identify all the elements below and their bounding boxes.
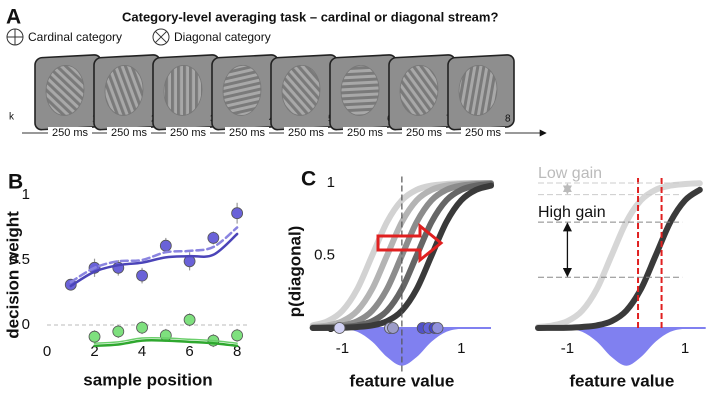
line [93,339,239,348]
duration-label: 250 ms [111,127,148,139]
chart: B 0 0.5 1 0 2 4 6 8 sample position decision weigh… [3,171,249,389]
grating [222,65,262,116]
line [69,232,239,288]
duration-label: 250 ms [229,127,266,139]
duration-label: 250 ms [406,127,443,139]
grating [104,65,144,116]
label-bg [107,127,151,139]
start-label: k [9,112,15,123]
stimulus-frame: 2 [93,54,161,131]
grating [281,65,321,116]
point [112,325,125,338]
legend-label: Diagonal category [174,30,271,44]
stimulus-frame: 6 [329,54,397,131]
x-tick-label: -1 [561,340,574,357]
x-tick-label: 0 [43,343,51,360]
point [136,321,148,334]
stimulus-frame: 4 [211,54,279,131]
stimulus-frame: 3 [152,54,220,131]
legend-icon [7,29,23,45]
label-bg [225,127,269,139]
y-tick-label: 0 [22,316,30,333]
annotation: High gain [538,204,606,221]
legend-icon [152,28,170,46]
label-bg [48,127,92,139]
shift-arrow [376,222,444,264]
stimulus-frame: 1 [34,54,102,131]
grating [163,65,203,116]
line [535,180,703,330]
grating [399,65,439,116]
grating [458,65,498,116]
annotation: Low gain [538,165,602,182]
x-axis-title: sample position [83,370,212,389]
density-area [538,327,700,366]
legend-icon [154,30,168,44]
legend-label: Cardinal category [28,30,122,44]
point [231,329,244,342]
label-bg [166,127,210,139]
panel-title: Category-level averaging task – cardinal… [122,9,498,24]
label-bg [284,127,328,139]
grating [340,65,380,116]
x-tick-label: -1 [336,340,349,357]
panel-label: A [6,6,21,29]
point [231,207,244,220]
x-tick-label: 2 [90,343,98,360]
label-bg [343,127,387,139]
frame-number: 8 [505,113,511,124]
duration-label: 250 ms [347,127,384,139]
x-axis-title: feature value [349,371,454,390]
point [207,231,220,244]
label-bg [402,127,446,139]
point [88,330,101,343]
legend: Cardinal category Diagonal category [6,28,271,46]
x-tick-label: 1 [681,340,689,357]
duration-label: 250 ms [170,127,207,139]
y-tick-label: 1 [22,186,30,203]
stimulus-sequence: 1234567 8 [34,54,515,131]
y-axis-title: p(diagonal) [285,226,304,318]
timing-labels: 250 ms 250 ms 250 ms 250 ms 250 ms 250 ms 250 … [48,127,505,139]
x-tick-label: 4 [138,343,146,360]
panel-label: C [301,168,316,191]
x-tick-label: 6 [185,343,193,360]
shift-arrow [376,222,444,264]
x-axis-title: feature value [569,371,674,390]
line [535,186,703,331]
line [93,336,238,344]
panel-label: B [8,171,23,194]
y-axis-title: decision weight [3,211,22,339]
duration-label: 250 ms [465,127,502,139]
stimulus-frame: 8 [447,54,515,131]
point [136,269,148,282]
stimulus-frame: 5 [270,54,338,131]
y-tick-label: 0.5 [9,251,30,268]
point [431,322,444,334]
x-tick-label: 8 [233,343,241,360]
stimulus-frame: 7 [388,54,456,131]
y-tick-label: 0.5 [314,246,335,263]
point [159,239,172,252]
x-tick-label: 1 [457,340,465,357]
duration-label: 250 ms [288,127,325,139]
duration-label: 250 ms [52,127,89,139]
density-area [312,327,491,366]
y-tick-label: 1 [327,174,335,191]
line [69,226,239,284]
grating [45,65,85,116]
point [387,322,399,334]
label-bg [461,127,505,139]
point [333,322,346,334]
point [183,313,196,326]
